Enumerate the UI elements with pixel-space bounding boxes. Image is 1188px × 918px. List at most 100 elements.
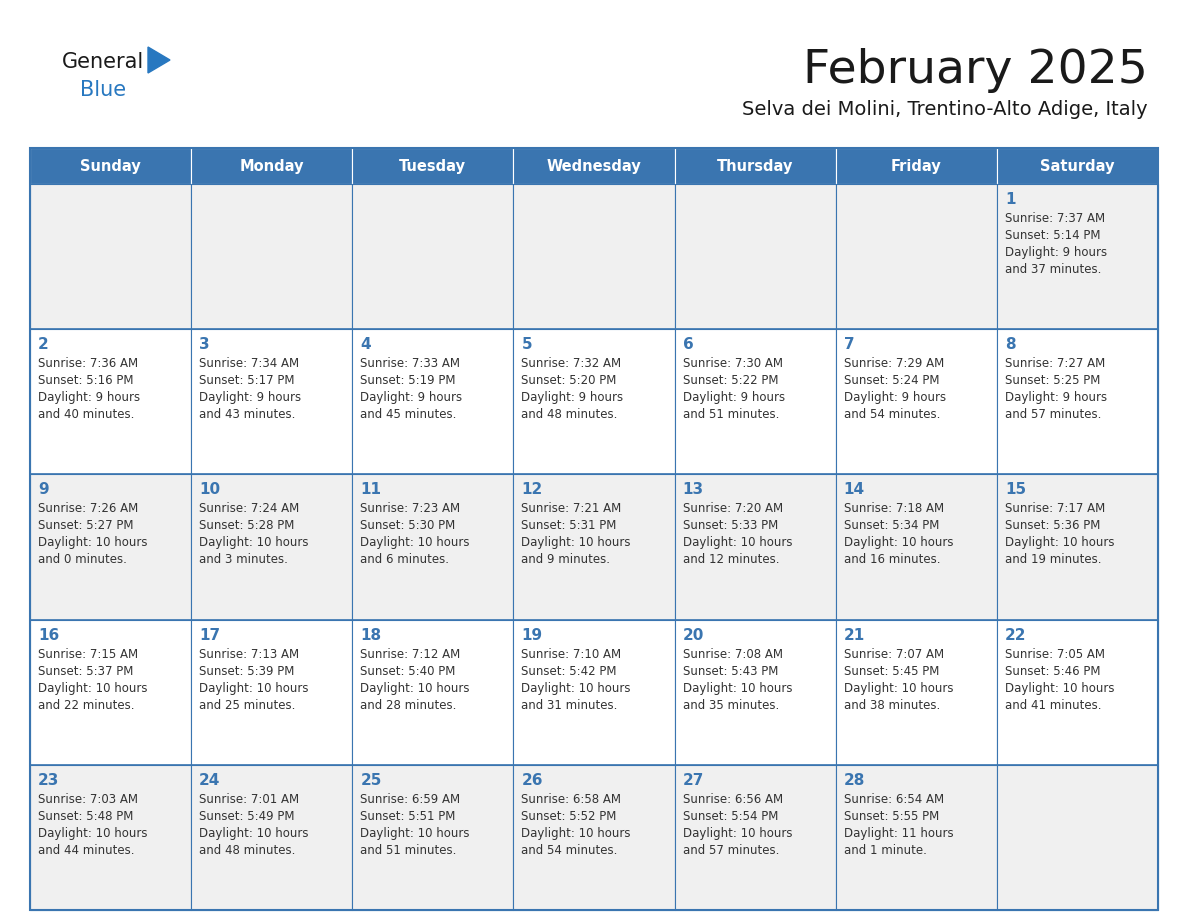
- Text: Sunset: 5:14 PM: Sunset: 5:14 PM: [1005, 229, 1100, 242]
- Text: Sunset: 5:37 PM: Sunset: 5:37 PM: [38, 665, 133, 677]
- Text: and 35 minutes.: and 35 minutes.: [683, 699, 779, 711]
- Text: General: General: [62, 52, 144, 72]
- Text: Daylight: 10 hours: Daylight: 10 hours: [1005, 681, 1114, 695]
- Text: Sunrise: 7:30 AM: Sunrise: 7:30 AM: [683, 357, 783, 370]
- Text: 10: 10: [200, 482, 220, 498]
- Text: Sunrise: 7:26 AM: Sunrise: 7:26 AM: [38, 502, 138, 515]
- Bar: [835, 184, 997, 330]
- Text: 14: 14: [843, 482, 865, 498]
- Text: 9: 9: [38, 482, 49, 498]
- Text: 22: 22: [1005, 628, 1026, 643]
- Text: Daylight: 10 hours: Daylight: 10 hours: [38, 827, 147, 840]
- Text: Sunrise: 7:32 AM: Sunrise: 7:32 AM: [522, 357, 621, 370]
- Bar: [835, 765, 997, 910]
- Text: Daylight: 10 hours: Daylight: 10 hours: [38, 536, 147, 549]
- Text: Sunset: 5:22 PM: Sunset: 5:22 PM: [683, 375, 778, 387]
- Bar: [513, 475, 675, 620]
- Text: Sunset: 5:28 PM: Sunset: 5:28 PM: [200, 520, 295, 532]
- Text: Daylight: 10 hours: Daylight: 10 hours: [683, 681, 792, 695]
- Text: and 57 minutes.: and 57 minutes.: [683, 844, 779, 856]
- Text: 13: 13: [683, 482, 703, 498]
- Text: Sunrise: 7:36 AM: Sunrise: 7:36 AM: [38, 357, 138, 370]
- Bar: [997, 475, 1158, 620]
- Text: Sunset: 5:43 PM: Sunset: 5:43 PM: [683, 665, 778, 677]
- Text: and 51 minutes.: and 51 minutes.: [360, 844, 456, 856]
- Text: Saturday: Saturday: [1041, 159, 1114, 174]
- Text: 4: 4: [360, 337, 371, 353]
- Bar: [513, 330, 675, 475]
- Text: Sunset: 5:49 PM: Sunset: 5:49 PM: [200, 810, 295, 823]
- Text: Sunset: 5:33 PM: Sunset: 5:33 PM: [683, 520, 778, 532]
- Text: Friday: Friday: [891, 159, 942, 174]
- Text: Daylight: 10 hours: Daylight: 10 hours: [683, 536, 792, 549]
- Bar: [675, 475, 835, 620]
- Text: Daylight: 10 hours: Daylight: 10 hours: [38, 681, 147, 695]
- Text: Sunset: 5:36 PM: Sunset: 5:36 PM: [1005, 520, 1100, 532]
- Text: 28: 28: [843, 773, 865, 788]
- Text: and 54 minutes.: and 54 minutes.: [843, 409, 940, 421]
- Text: Sunrise: 7:08 AM: Sunrise: 7:08 AM: [683, 647, 783, 661]
- Text: Monday: Monday: [240, 159, 304, 174]
- Text: Sunrise: 7:24 AM: Sunrise: 7:24 AM: [200, 502, 299, 515]
- FancyBboxPatch shape: [513, 148, 675, 184]
- Bar: [513, 620, 675, 765]
- FancyBboxPatch shape: [997, 148, 1158, 184]
- Text: Thursday: Thursday: [716, 159, 794, 174]
- Bar: [30, 148, 1158, 910]
- Text: Daylight: 9 hours: Daylight: 9 hours: [360, 391, 462, 404]
- Text: Daylight: 9 hours: Daylight: 9 hours: [38, 391, 140, 404]
- Text: Sunset: 5:40 PM: Sunset: 5:40 PM: [360, 665, 456, 677]
- Text: February 2025: February 2025: [803, 48, 1148, 93]
- Text: Daylight: 10 hours: Daylight: 10 hours: [1005, 536, 1114, 549]
- Bar: [191, 330, 353, 475]
- Text: Sunset: 5:17 PM: Sunset: 5:17 PM: [200, 375, 295, 387]
- Text: and 12 minutes.: and 12 minutes.: [683, 554, 779, 566]
- Text: Daylight: 10 hours: Daylight: 10 hours: [360, 681, 469, 695]
- Text: and 54 minutes.: and 54 minutes.: [522, 844, 618, 856]
- Text: Sunset: 5:20 PM: Sunset: 5:20 PM: [522, 375, 617, 387]
- Text: Sunrise: 7:10 AM: Sunrise: 7:10 AM: [522, 647, 621, 661]
- Bar: [30, 330, 191, 475]
- Text: Sunset: 5:45 PM: Sunset: 5:45 PM: [843, 665, 939, 677]
- Text: and 51 minutes.: and 51 minutes.: [683, 409, 779, 421]
- Text: 24: 24: [200, 773, 221, 788]
- Text: and 9 minutes.: and 9 minutes.: [522, 554, 611, 566]
- Text: Sunset: 5:55 PM: Sunset: 5:55 PM: [843, 810, 939, 823]
- Text: Sunrise: 7:07 AM: Sunrise: 7:07 AM: [843, 647, 943, 661]
- Bar: [30, 475, 191, 620]
- Text: Sunrise: 7:23 AM: Sunrise: 7:23 AM: [360, 502, 461, 515]
- FancyBboxPatch shape: [353, 148, 513, 184]
- Text: Sunrise: 7:29 AM: Sunrise: 7:29 AM: [843, 357, 944, 370]
- FancyBboxPatch shape: [30, 148, 191, 184]
- Text: and 45 minutes.: and 45 minutes.: [360, 409, 456, 421]
- Text: 5: 5: [522, 337, 532, 353]
- Text: Blue: Blue: [80, 80, 126, 100]
- Text: Daylight: 10 hours: Daylight: 10 hours: [200, 681, 309, 695]
- Text: 20: 20: [683, 628, 704, 643]
- Text: Daylight: 11 hours: Daylight: 11 hours: [843, 827, 953, 840]
- Polygon shape: [148, 47, 170, 73]
- Text: Sunset: 5:19 PM: Sunset: 5:19 PM: [360, 375, 456, 387]
- Text: Sunrise: 6:54 AM: Sunrise: 6:54 AM: [843, 793, 943, 806]
- Text: 11: 11: [360, 482, 381, 498]
- Text: Sunset: 5:24 PM: Sunset: 5:24 PM: [843, 375, 940, 387]
- Bar: [191, 620, 353, 765]
- Text: and 38 minutes.: and 38 minutes.: [843, 699, 940, 711]
- Text: Sunset: 5:30 PM: Sunset: 5:30 PM: [360, 520, 455, 532]
- Bar: [30, 765, 191, 910]
- Text: Daylight: 10 hours: Daylight: 10 hours: [200, 536, 309, 549]
- Text: Daylight: 10 hours: Daylight: 10 hours: [522, 681, 631, 695]
- Text: Daylight: 10 hours: Daylight: 10 hours: [843, 681, 953, 695]
- Text: Sunrise: 7:17 AM: Sunrise: 7:17 AM: [1005, 502, 1105, 515]
- Text: Sunrise: 7:15 AM: Sunrise: 7:15 AM: [38, 647, 138, 661]
- Bar: [191, 475, 353, 620]
- Text: Sunrise: 7:13 AM: Sunrise: 7:13 AM: [200, 647, 299, 661]
- Text: Sunset: 5:42 PM: Sunset: 5:42 PM: [522, 665, 617, 677]
- Bar: [30, 184, 191, 330]
- Text: Sunset: 5:52 PM: Sunset: 5:52 PM: [522, 810, 617, 823]
- Text: Sunset: 5:51 PM: Sunset: 5:51 PM: [360, 810, 456, 823]
- Text: and 57 minutes.: and 57 minutes.: [1005, 409, 1101, 421]
- Text: Selva dei Molini, Trentino-Alto Adige, Italy: Selva dei Molini, Trentino-Alto Adige, I…: [742, 100, 1148, 119]
- Text: 8: 8: [1005, 337, 1016, 353]
- Text: and 19 minutes.: and 19 minutes.: [1005, 554, 1101, 566]
